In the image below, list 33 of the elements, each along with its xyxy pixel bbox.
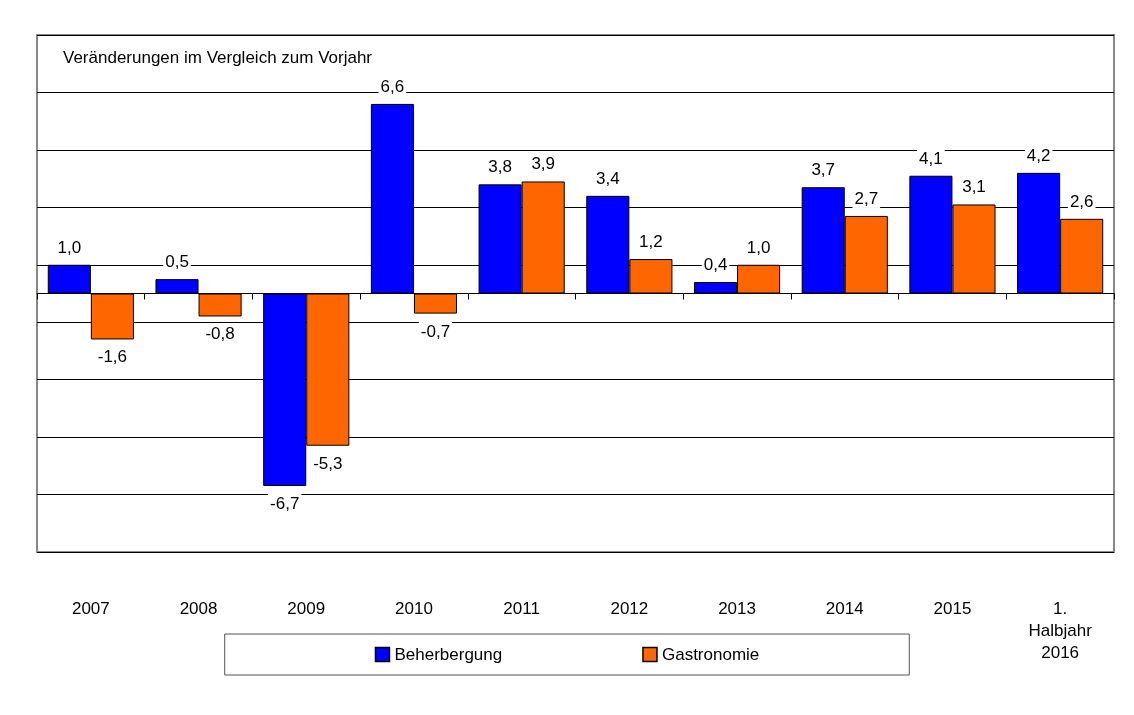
x-tick-label: 2011 [503,598,540,618]
data-label: 1,0 [57,237,82,257]
x-tick-label: 2014 [825,598,864,618]
x-tick-label: 2010 [395,598,433,618]
data-label: 0,5 [165,252,189,272]
data-label: 4,2 [1026,145,1051,165]
data-label: 3,7 [811,160,836,180]
text: Veränderungen im Vergleich zum Vorjahr [63,48,373,67]
legend-label: Gastronomie [661,645,760,664]
x-tick-label: 2015 [933,598,972,618]
x-tick-label: 2013 [718,598,756,618]
data-label: 3,1 [962,177,986,197]
data-label: 6,6 [380,76,405,96]
data-label: -0,7 [420,321,451,341]
x-tick-label: 2009 [287,598,326,618]
x-tick-label: 2008 [179,598,218,618]
legend-label: Beherbergung [394,645,503,664]
data-label: 2,6 [1069,191,1094,211]
x-tick-label: 2007 [71,598,110,618]
data-label: 3,4 [595,168,620,188]
data-label: -5,3 [313,453,343,473]
x-tick-label: 2012 [610,598,649,618]
data-label: 0,4 [703,255,728,275]
data-label: 1,0 [746,237,771,257]
data-label: 2,7 [854,188,879,208]
data-label: 4,1 [919,148,943,168]
data-label: -1,6 [97,347,128,367]
data-label: -6,7 [270,493,300,513]
x-tick-label: 1. Halbjahr 2016 [1028,598,1093,662]
data-label: 3,9 [531,154,556,174]
data-label: 1,2 [639,232,663,252]
data-label: 3,8 [488,157,512,177]
data-label: -0,8 [205,324,235,344]
